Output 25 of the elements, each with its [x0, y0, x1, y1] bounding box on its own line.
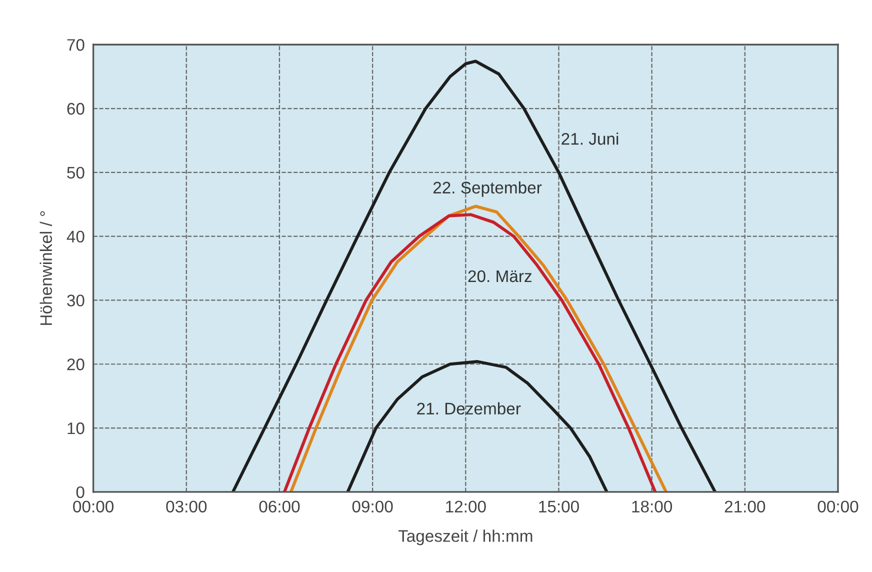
- y-tick-label: 60: [67, 102, 84, 115]
- y-tick-label: 70: [67, 39, 84, 51]
- x-tick-label: 21:00: [724, 500, 766, 512]
- y-tick-label: 50: [67, 166, 84, 179]
- series-label: 20. März: [468, 270, 532, 282]
- x-tick-label: 18:00: [632, 500, 672, 512]
- x-tick-label: 00:00: [818, 500, 858, 512]
- x-tick-label: 09:00: [352, 500, 393, 512]
- series-label: 21. Juni: [562, 132, 618, 145]
- series-label: 21. Dezember: [417, 402, 521, 415]
- y-tick-label: 30: [67, 294, 84, 306]
- x-tick-label: 06:00: [259, 500, 300, 512]
- y-tick-label: 0: [76, 486, 84, 498]
- y-tick-label: 40: [66, 230, 84, 243]
- line-series: [231, 60, 717, 492]
- y-tick-label: 10: [68, 422, 84, 434]
- y-axis-title: Höhenwinkel / °: [40, 211, 52, 325]
- x-tick-label: 15:00: [539, 500, 579, 512]
- x-tick-label: 12:00: [446, 500, 486, 512]
- x-tick-label: 03:00: [166, 500, 207, 512]
- y-tick-label: 20: [67, 358, 84, 370]
- series-label: 22. September: [433, 181, 542, 197]
- x-axis-title: Tageszeit / hh:mm: [398, 530, 532, 546]
- x-tick-label: 00:00: [73, 500, 114, 512]
- line-series: [346, 360, 608, 492]
